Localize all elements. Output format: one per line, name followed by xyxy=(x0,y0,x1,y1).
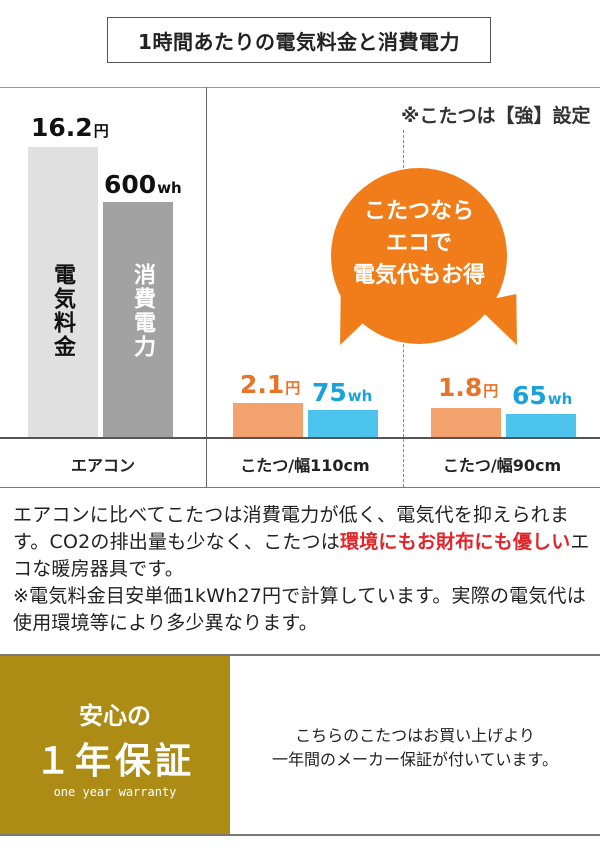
bar-aircon-power xyxy=(103,202,173,437)
kotatsu110-price-value: 2.1 xyxy=(240,370,285,399)
chart-baseline xyxy=(0,437,600,439)
description-highlight: 環境にもお財布にも優しい xyxy=(340,531,571,553)
description-text-1: エアコンに比べてこたつは消費電力が低く、電気代を抑えられます。CO2の排出量も少… xyxy=(13,504,570,553)
category-label-aircon: エアコン xyxy=(70,456,135,475)
kotatsu110-price-unit: 円 xyxy=(285,379,301,397)
warranty-text-1: こちらのこたつはお買い上げより xyxy=(295,726,535,745)
eco-speech-bubble xyxy=(331,168,507,344)
kotatsu90-power-unit: wh xyxy=(547,390,573,408)
kotatsu90-power-label: 65wh xyxy=(512,381,572,410)
bubble-line-1: こたつなら xyxy=(363,199,474,224)
bar-aircon-power-text: 消費電力 xyxy=(130,263,155,359)
aircon-power-value: 600 xyxy=(104,170,157,199)
kotatsu90-price-unit: 円 xyxy=(483,382,499,400)
description-note: ※電気料金目安単価1kWh27円で計算しています。実際の電気代は使用環境等により… xyxy=(13,585,586,634)
bar-aircon-price xyxy=(28,147,98,437)
aircon-power-unit: wh xyxy=(157,179,182,197)
page-title: 1時間あたりの電気料金と消費電力 xyxy=(107,17,491,63)
kotatsu90-price-label: 1.8円 xyxy=(438,373,498,402)
bar-kotatsu90-power xyxy=(506,413,576,437)
warranty-info-panel xyxy=(230,656,600,834)
warranty-line-1: 安心の xyxy=(79,702,151,730)
warranty-bottom-border xyxy=(0,834,600,836)
kotatsu90-price-value: 1.8 xyxy=(438,373,483,402)
bar-kotatsu90-price xyxy=(431,407,501,437)
bubble-line-3: 電気代もお得 xyxy=(352,263,485,288)
warranty-text-2: 一年間のメーカー保証が付いています。 xyxy=(272,750,558,769)
bubble-text: こたつなら エコで 電気代もお得 xyxy=(331,196,507,292)
bar-kotatsu110-price xyxy=(233,403,303,437)
category-label-kotatsu90: こたつ/幅90cm xyxy=(442,456,562,475)
kotatsu110-power-label: 75wh xyxy=(312,378,372,407)
warranty-badge xyxy=(0,656,230,834)
chart-bottom-border xyxy=(0,487,600,488)
warranty-line-3: one year warranty xyxy=(53,785,177,799)
kotatsu110-power-value: 75 xyxy=(312,378,347,407)
warranty-top-border xyxy=(0,654,600,656)
bubble-line-2: エコで xyxy=(385,231,452,256)
aircon-price-unit: 円 xyxy=(93,122,109,140)
aircon-power-label: 600wh xyxy=(104,170,182,199)
bar-aircon-price-text: 電気料金 xyxy=(50,263,75,359)
aircon-price-value: 16.2 xyxy=(31,113,93,142)
chart-divider-1 xyxy=(206,87,207,487)
aircon-price-label: 16.2円 xyxy=(31,113,109,142)
category-label-kotatsu110: こたつ/幅110cm xyxy=(240,456,370,475)
chart-top-border xyxy=(0,87,600,88)
kotatsu110-power-unit: wh xyxy=(347,387,373,405)
kotatsu90-power-value: 65 xyxy=(512,381,547,410)
description-text-2: エコな暖房器具です。 xyxy=(13,531,590,580)
bar-kotatsu110-power xyxy=(308,410,378,437)
setting-note: ※こたつは【強】設定 xyxy=(401,105,591,127)
description: エアコンに比べてこたつは消費電力が低く、電気代を抑えられます。CO2の排出量も少… xyxy=(13,502,591,637)
kotatsu110-price-label: 2.1円 xyxy=(240,370,300,399)
warranty-line-2: １年保証 xyxy=(34,741,195,782)
